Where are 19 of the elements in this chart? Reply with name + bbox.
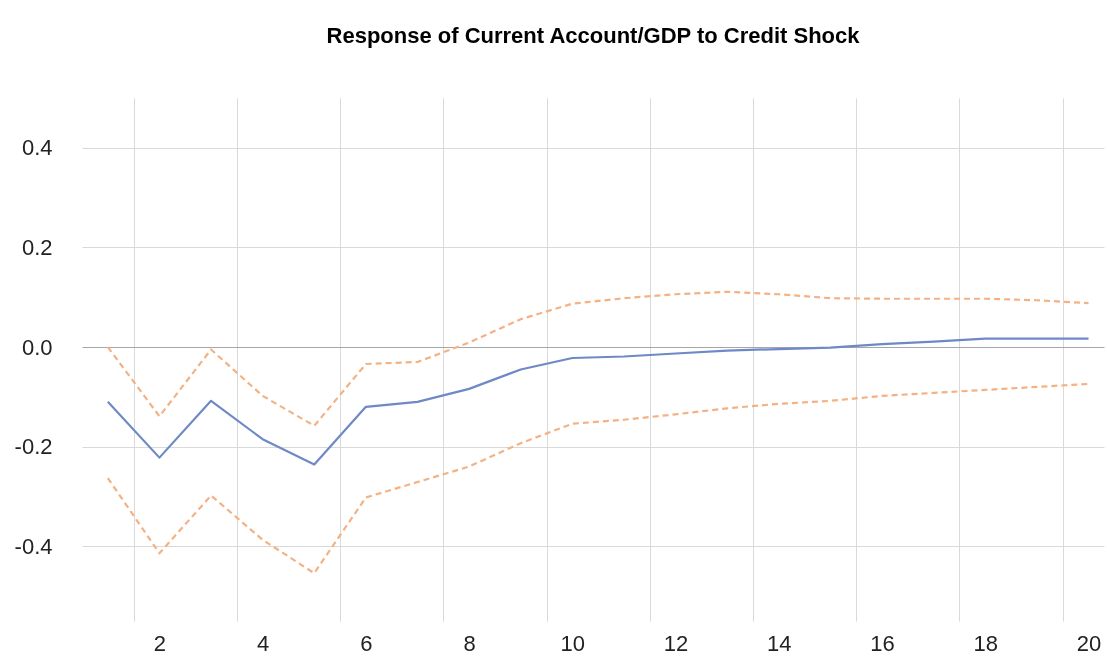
line-series	[106, 290, 1090, 427]
x-tick-label: 10	[560, 630, 586, 656]
line-series	[106, 382, 1090, 575]
y-tick-label: -0.2	[14, 434, 53, 460]
y-tick-label: 0.2	[21, 234, 53, 260]
chart-title: Response of Current Account/GDP to Credit Shock	[326, 23, 861, 48]
x-tick-label: 4	[257, 630, 270, 656]
y-tick-label: -0.4	[14, 533, 53, 559]
line-series	[106, 337, 1090, 466]
y-tick-label: 0.0	[21, 334, 53, 360]
x-tick-label: 8	[463, 630, 476, 656]
x-tick-label: 16	[870, 630, 895, 656]
y-tick-label: 0.4	[21, 135, 53, 161]
x-tick-label: 2	[153, 630, 167, 656]
x-tick-label: 14	[767, 630, 792, 656]
x-tick-label: 6	[360, 630, 373, 656]
x-tick-label: 20	[1076, 630, 1102, 656]
x-tick-label: 18	[973, 630, 999, 656]
x-tick-label: 12	[663, 630, 689, 656]
